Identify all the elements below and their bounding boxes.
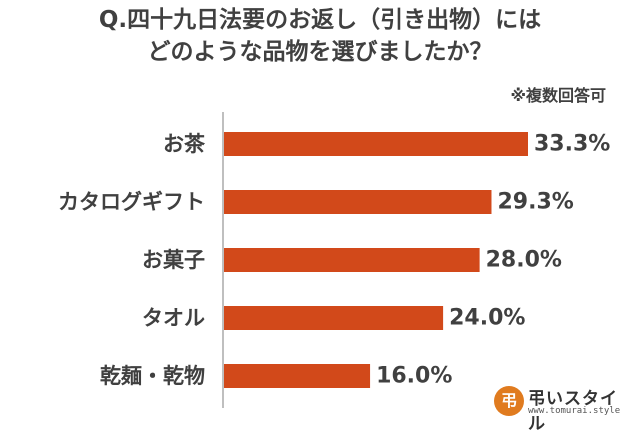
- category-label: お菓子: [142, 248, 205, 272]
- value-label: 29.3%: [497, 190, 573, 215]
- value-label: 16.0%: [376, 364, 452, 389]
- chart-title-line-1: Q.四十九日法要のお返し（引き出物）には: [98, 7, 542, 33]
- chart-title-line-2: どのような品物を選びましたか？: [147, 39, 493, 65]
- bar: [224, 306, 444, 330]
- bar: [224, 364, 371, 388]
- site-logo[interactable]: 弔 弔いスタイル www.tomurai.style: [494, 384, 632, 434]
- value-label: 24.0%: [449, 306, 525, 331]
- multiple-answer-note: ※複数回答可: [510, 86, 606, 105]
- logo-url: www.tomurai.style: [528, 406, 621, 416]
- logo-mark-icon: 弔: [494, 386, 524, 416]
- bar: [224, 190, 492, 214]
- bar: [224, 248, 480, 272]
- value-label: 33.3%: [534, 132, 610, 157]
- bar: [224, 132, 528, 156]
- category-label: 乾麺・乾物: [100, 364, 205, 388]
- category-label: カタログギフト: [58, 190, 205, 214]
- category-label: お茶: [163, 132, 206, 156]
- category-label: タオル: [142, 306, 205, 330]
- value-label: 28.0%: [486, 248, 562, 273]
- chart-title: Q.四十九日法要のお返し（引き出物）には どのような品物を選びましたか？: [0, 4, 640, 68]
